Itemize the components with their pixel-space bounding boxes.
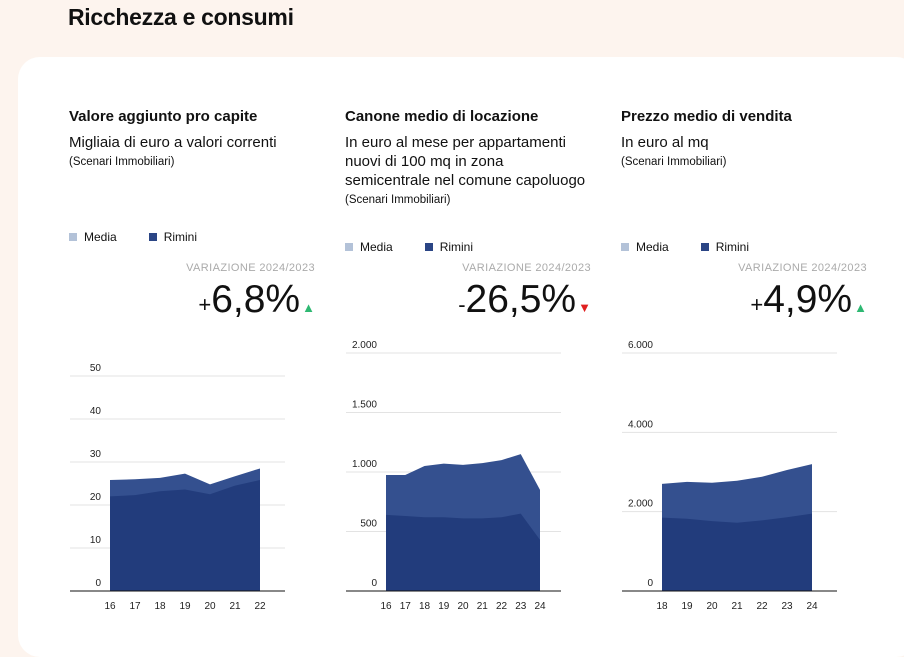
x-tick-label: 22 [496, 601, 508, 612]
variation-value: 6,8% [211, 278, 301, 321]
x-tick-label: 18 [656, 601, 668, 612]
y-tick-label: 30 [90, 449, 102, 460]
x-tick-label: 24 [806, 601, 818, 612]
x-tick-label: 17 [400, 601, 412, 612]
variation-sign: + [750, 292, 764, 317]
x-tick-label: 21 [477, 601, 489, 612]
chart-source: (Scenari Immobiliari) [345, 194, 451, 206]
variation-trend: ▲ [854, 300, 867, 315]
y-tick-label: 1.500 [352, 400, 377, 411]
area [662, 513, 812, 591]
x-tick-label: 16 [104, 601, 116, 612]
y-tick-label: 10 [90, 535, 102, 546]
chart-source: (Scenari Immobiliari) [69, 156, 175, 168]
x-tick-label: 24 [534, 601, 546, 612]
variation-value: 4,9% [763, 278, 853, 321]
variation: -26,5% ▼ [458, 278, 591, 322]
legend: Media Rimini [69, 230, 197, 244]
y-tick-label: 20 [90, 492, 102, 503]
y-tick-label: 40 [90, 406, 102, 417]
legend: Media Rimini [621, 240, 749, 254]
x-tick-label: 16 [380, 601, 392, 612]
legend-item: Media [69, 230, 117, 244]
x-tick-label: 18 [154, 601, 166, 612]
legend-label: Rimini [163, 230, 198, 244]
x-tick-label: 17 [129, 601, 141, 612]
legend-label: Media [636, 240, 669, 254]
chart-panel: Valore aggiunto pro capite Migliaia di eu… [69, 0, 319, 640]
x-tick-label: 19 [681, 601, 693, 612]
chart-title: Prezzo medio di vendita [621, 108, 792, 125]
subtitle-text: In euro al mese per appartamenti nuovi d… [345, 134, 586, 189]
chart-subtitle: In euro al mese per appartamenti nuovi d… [345, 133, 590, 210]
legend-swatch [148, 233, 157, 241]
x-tick-label: 21 [229, 601, 241, 612]
plot: 0 2.000 4.000 6.000 18 19 20 21 22 23 24 [622, 340, 837, 612]
y-tick-label: 0 [647, 578, 653, 589]
x-tick-label: 18 [419, 601, 431, 612]
variation-label: VARIAZIONE 2024/2023 [186, 262, 315, 274]
legend-item: Media [621, 240, 669, 254]
legend-swatch [424, 243, 433, 251]
variation-trend: ▲ [302, 300, 315, 315]
variation-label: VARIAZIONE 2024/2023 [462, 262, 591, 274]
chart-subtitle: Migliaia di euro a valori correnti (Scena… [69, 133, 314, 172]
legend-item: Rimini [148, 230, 198, 244]
area [110, 480, 260, 591]
variation: +4,9% ▲ [750, 278, 867, 322]
variation: +6,8% ▲ [198, 278, 315, 322]
chart-title: Valore aggiunto pro capite [69, 108, 258, 125]
legend-label: Media [84, 230, 117, 244]
legend-item: Media [345, 240, 393, 254]
subtitle-text: In euro al mq [621, 134, 709, 151]
x-tick-label: 19 [438, 601, 450, 612]
variation-value: 26,5% [465, 278, 577, 321]
x-tick-label: 20 [204, 601, 216, 612]
y-tick-label: 4.000 [628, 419, 653, 430]
x-tick-label: 23 [781, 601, 793, 612]
legend: Media Rimini [345, 240, 473, 254]
legend-swatch [621, 243, 629, 251]
legend-item: Rimini [700, 240, 750, 254]
y-tick-label: 2.000 [628, 499, 653, 510]
variation-sign: - [458, 292, 466, 317]
y-tick-label: 2.000 [352, 340, 377, 351]
plot: 0 500 1.000 1.500 2.000 16 17 18 19 20 21 22 23 24 [346, 340, 561, 612]
variation-sign: + [198, 292, 212, 317]
variation-trend: ▼ [578, 300, 591, 315]
plot: 0 10 20 30 40 50 16 17 18 19 20 21 22 [70, 363, 285, 612]
x-tick-label: 21 [731, 601, 743, 612]
y-tick-label: 500 [360, 519, 377, 530]
page-title: Ricchezza e consumi [68, 4, 294, 30]
variation-label: VARIAZIONE 2024/2023 [738, 262, 867, 274]
area [386, 513, 540, 591]
x-tick-label: 23 [515, 601, 527, 612]
chart-title: Canone medio di locazione [345, 108, 539, 125]
legend-label: Rimini [715, 240, 750, 254]
y-tick-label: 0 [95, 578, 101, 589]
legend-swatch [345, 243, 353, 251]
legend-item: Rimini [424, 240, 474, 254]
x-tick-label: 22 [756, 601, 768, 612]
x-tick-label: 22 [254, 601, 266, 612]
subtitle-text: Migliaia di euro a valori correnti [69, 134, 277, 151]
y-tick-label: 6.000 [628, 340, 653, 351]
x-tick-label: 20 [706, 601, 718, 612]
legend-label: Rimini [439, 240, 474, 254]
x-tick-label: 19 [179, 601, 191, 612]
y-tick-label: 1.000 [352, 459, 377, 470]
legend-swatch [700, 243, 709, 251]
page: Ricchezza e consumi (() => { const data … [18, 0, 904, 657]
chart-subtitle: In euro al mq (Scenari Immobiliari) [621, 133, 866, 172]
chart-panel: Prezzo medio di vendita In euro al mq (Sce… [621, 0, 871, 640]
y-tick-label: 50 [90, 363, 102, 374]
legend-label: Media [360, 240, 393, 254]
x-tick-label: 20 [457, 601, 469, 612]
legend-swatch [69, 233, 77, 241]
y-tick-label: 0 [371, 578, 377, 589]
chart-source: (Scenari Immobiliari) [621, 156, 727, 168]
chart-panel: Canone medio di locazione In euro al mese… [345, 0, 595, 640]
